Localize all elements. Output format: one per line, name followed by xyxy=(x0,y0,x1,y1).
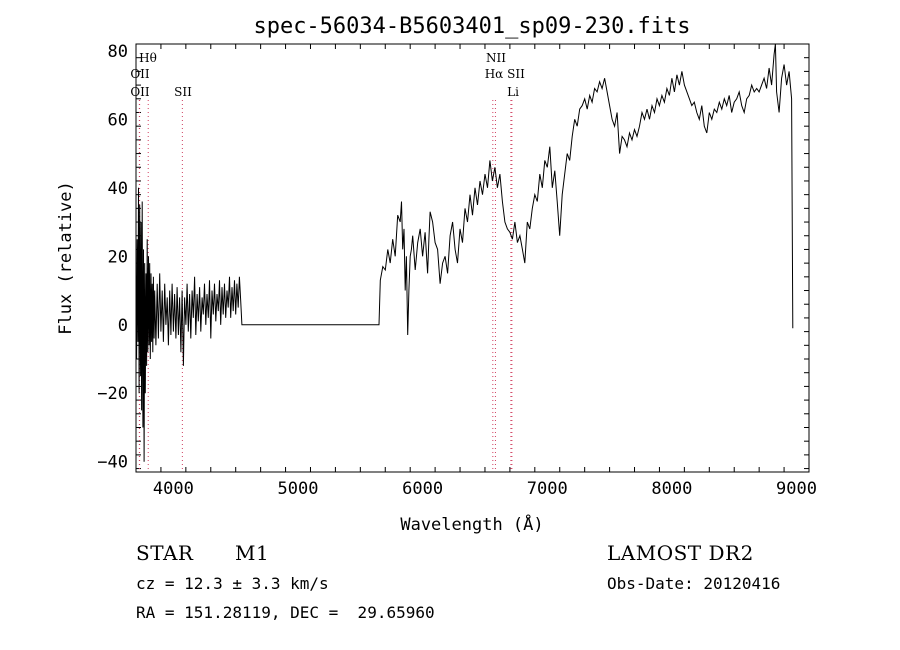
spectrum-line xyxy=(135,43,794,462)
y-tick-label: 0 xyxy=(118,316,128,336)
x-tick-label: 8000 xyxy=(651,479,692,499)
y-tick-label: 40 xyxy=(108,179,128,199)
y-axis-label: Flux (relative) xyxy=(56,181,76,335)
y-tick-label: −20 xyxy=(97,384,128,404)
redshift-value: cz = 12.3 ± 3.3 km/s xyxy=(136,574,329,593)
spectral-line-label: NII xyxy=(486,51,506,65)
object-subclass: M1 xyxy=(235,541,270,565)
observation-date: Obs-Date: 20120416 xyxy=(607,574,781,593)
spectral-line-label: Hα xyxy=(485,67,504,81)
spectral-line-label: Hθ xyxy=(139,51,157,65)
spectral-line-label: OII xyxy=(130,85,150,99)
object-class: STAR xyxy=(136,541,194,565)
y-tick-label: −40 xyxy=(97,453,128,473)
survey-name: LAMOST DR2 xyxy=(607,541,754,565)
coordinates: RA = 151.28119, DEC = 29.65960 xyxy=(136,603,435,622)
y-tick-label: 60 xyxy=(108,110,128,130)
spectral-line-label: SII xyxy=(174,85,192,99)
x-axis-label: Wavelength (Å) xyxy=(400,513,543,535)
spectral-line-label: OII xyxy=(130,67,150,81)
y-tick-label: 20 xyxy=(108,247,128,267)
x-tick-label: 6000 xyxy=(402,479,443,499)
x-tick-label: 4000 xyxy=(153,479,194,499)
axis-ticks: 4000 5000 6000 7000 8000 9000 −40 −20 0 20 40 60 80 xyxy=(97,42,817,499)
spectral-line-label: SII xyxy=(507,67,525,81)
chart-title: spec-56034-B5603401_sp09-230.fits xyxy=(253,14,690,39)
x-tick-label: 9000 xyxy=(776,479,817,499)
y-tick-label: 80 xyxy=(108,42,128,62)
spectral-line-label: Li xyxy=(507,85,519,99)
x-tick-label: 5000 xyxy=(278,479,319,499)
x-tick-label: 7000 xyxy=(527,479,568,499)
plot-frame xyxy=(135,43,810,473)
